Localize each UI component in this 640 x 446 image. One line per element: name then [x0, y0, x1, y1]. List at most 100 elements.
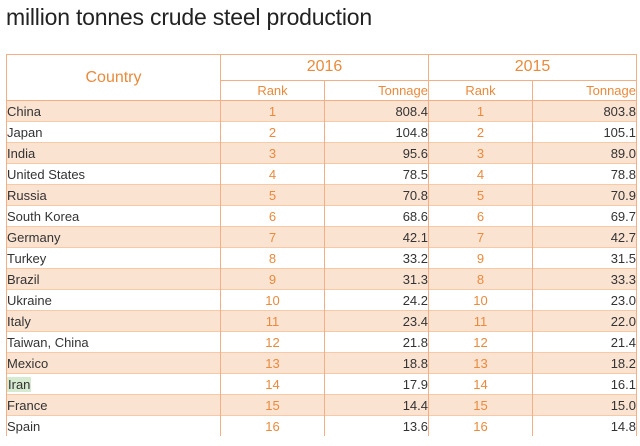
- rank-2015-cell: 11: [428, 310, 533, 332]
- tonnage-2016-cell: 808.4: [324, 100, 429, 122]
- country-cell: Ukraine: [6, 289, 221, 311]
- country-cell: Germany: [6, 226, 221, 248]
- highlighted-country-text: Iran: [7, 376, 32, 392]
- tonnage-2016-cell: 104.8: [324, 121, 429, 143]
- table-row: South Korea 6 68.6 6 69.7: [6, 205, 637, 227]
- tonnage-2015-cell: 21.4: [532, 331, 637, 353]
- tonnage-2015-cell: 14.8: [532, 415, 637, 436]
- tonnage-2016-cell: 95.6: [324, 142, 429, 164]
- year-header-2016: 2016: [220, 54, 429, 81]
- table-row: Turkey 8 33.2 9 31.5: [6, 247, 637, 269]
- rank-2016-cell: 15: [220, 394, 325, 416]
- country-column-header: Country: [6, 54, 221, 101]
- tonnage-2016-cell: 24.2: [324, 289, 429, 311]
- rank-2016-cell: 14: [220, 373, 325, 395]
- tonnage-2015-cell: 22.0: [532, 310, 637, 332]
- country-cell: Spain: [6, 415, 221, 436]
- rank-2016-cell: 10: [220, 289, 325, 311]
- table-row: Ukraine 10 24.2 10 23.0: [6, 289, 637, 311]
- rank-2015-cell: 13: [428, 352, 533, 374]
- table-row: Spain 16 13.6 16 14.8: [6, 415, 637, 436]
- rank-2015-cell: 5: [428, 184, 533, 206]
- tonnage-2015-cell: 23.0: [532, 289, 637, 311]
- tonnage-2015-cell: 15.0: [532, 394, 637, 416]
- tonnage-2015-cell: 69.7: [532, 205, 637, 227]
- rank-2016-cell: 11: [220, 310, 325, 332]
- rank-2015-cell: 14: [428, 373, 533, 395]
- rank-2016-cell: 3: [220, 142, 325, 164]
- tonnage-2015-cell: 42.7: [532, 226, 637, 248]
- rank-2015-cell: 7: [428, 226, 533, 248]
- tonnage-2015-cell: 16.1: [532, 373, 637, 395]
- country-cell: United States: [6, 163, 221, 185]
- rank-2016-cell: 9: [220, 268, 325, 290]
- country-cell: China: [6, 100, 221, 122]
- country-cell: Turkey: [6, 247, 221, 269]
- country-cell: Brazil: [6, 268, 221, 290]
- rank-header-2016: Rank: [220, 80, 325, 102]
- table-row: Iran 14 17.9 14 16.1: [6, 373, 637, 395]
- tonnage-2015-cell: 18.2: [532, 352, 637, 374]
- rank-header-2015: Rank: [428, 80, 533, 102]
- rank-2015-cell: 16: [428, 415, 533, 436]
- page-title: million tonnes crude steel production: [6, 4, 372, 30]
- table-row: China 1 808.4 1 803.8: [6, 100, 637, 122]
- rank-2015-cell: 1: [428, 100, 533, 122]
- rank-2015-cell: 2: [428, 121, 533, 143]
- rank-2015-cell: 15: [428, 394, 533, 416]
- rank-2015-cell: 9: [428, 247, 533, 269]
- tonnage-2015-cell: 78.8: [532, 163, 637, 185]
- tonnage-2016-cell: 17.9: [324, 373, 429, 395]
- tonnage-2016-cell: 31.3: [324, 268, 429, 290]
- rank-2016-cell: 7: [220, 226, 325, 248]
- country-cell: Taiwan, China: [6, 331, 221, 353]
- tonnage-2016-cell: 18.8: [324, 352, 429, 374]
- tonnage-2015-cell: 89.0: [532, 142, 637, 164]
- table-row: Germany 7 42.1 7 42.7: [6, 226, 637, 248]
- tonnage-2016-cell: 78.5: [324, 163, 429, 185]
- tonnage-2015-cell: 31.5: [532, 247, 637, 269]
- rank-2015-cell: 6: [428, 205, 533, 227]
- tonnage-2015-cell: 70.9: [532, 184, 637, 206]
- country-cell: Russia: [6, 184, 221, 206]
- tonnage-header-2016: Tonnage: [324, 80, 429, 102]
- tonnage-2015-cell: 33.3: [532, 268, 637, 290]
- table-row: Italy 11 23.4 11 22.0: [6, 310, 637, 332]
- table-row: Mexico 13 18.8 13 18.2: [6, 352, 637, 374]
- table-row: United States 4 78.5 4 78.8: [6, 163, 637, 185]
- tonnage-2016-cell: 14.4: [324, 394, 429, 416]
- tonnage-2016-cell: 21.8: [324, 331, 429, 353]
- tonnage-2015-cell: 803.8: [532, 100, 637, 122]
- country-cell: Iran: [6, 373, 221, 395]
- tonnage-2016-cell: 13.6: [324, 415, 429, 436]
- tonnage-2016-cell: 33.2: [324, 247, 429, 269]
- rank-2016-cell: 5: [220, 184, 325, 206]
- rank-2015-cell: 3: [428, 142, 533, 164]
- table-row: Russia 5 70.8 5 70.9: [6, 184, 637, 206]
- rank-2016-cell: 6: [220, 205, 325, 227]
- rank-2016-cell: 16: [220, 415, 325, 436]
- tonnage-2016-cell: 23.4: [324, 310, 429, 332]
- country-cell: Japan: [6, 121, 221, 143]
- tonnage-2016-cell: 68.6: [324, 205, 429, 227]
- rank-2016-cell: 4: [220, 163, 325, 185]
- rank-2015-cell: 8: [428, 268, 533, 290]
- tonnage-2016-cell: 42.1: [324, 226, 429, 248]
- country-cell: Italy: [6, 310, 221, 332]
- table-row: France 15 14.4 15 15.0: [6, 394, 637, 416]
- table-row: Taiwan, China 12 21.8 12 21.4: [6, 331, 637, 353]
- table-body: China 1 808.4 1 803.8 Japan 2 104.8 2 105.1 India 3…: [6, 100, 637, 436]
- tonnage-2016-cell: 70.8: [324, 184, 429, 206]
- rank-2015-cell: 12: [428, 331, 533, 353]
- table-row: Brazil 9 31.3 8 33.3: [6, 268, 637, 290]
- rank-2016-cell: 13: [220, 352, 325, 374]
- tonnage-2015-cell: 105.1: [532, 121, 637, 143]
- country-cell: India: [6, 142, 221, 164]
- table-row: India 3 95.6 3 89.0: [6, 142, 637, 164]
- country-cell: South Korea: [6, 205, 221, 227]
- rank-2016-cell: 12: [220, 331, 325, 353]
- steel-production-table: Country 2016 2015 Rank Tonnage Rank Tonn…: [6, 54, 637, 436]
- rank-2016-cell: 1: [220, 100, 325, 122]
- country-cell: Mexico: [6, 352, 221, 374]
- rank-2015-cell: 10: [428, 289, 533, 311]
